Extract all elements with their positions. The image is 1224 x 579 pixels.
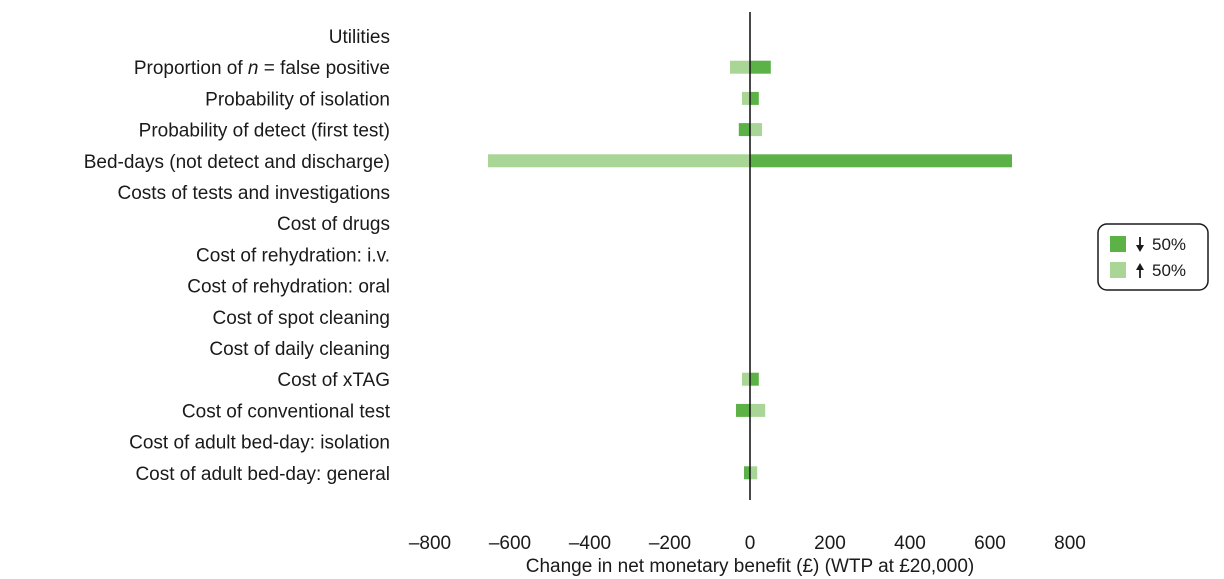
bar-decrease-50 [744, 466, 750, 480]
category-label: Utilities [329, 27, 390, 48]
bar-increase-50 [742, 91, 750, 105]
category-label: Cost of xTAG [277, 370, 390, 391]
bar-decrease-50 [750, 154, 1012, 168]
legend-swatch [1110, 236, 1126, 252]
bars [488, 60, 1012, 480]
bar-increase-50 [488, 154, 750, 168]
bar-increase-50 [750, 123, 762, 137]
x-tick-label: 200 [814, 533, 846, 554]
x-tick-label: –600 [489, 533, 531, 554]
x-tick-label: 0 [745, 533, 756, 554]
category-labels: Utilities Proportion of n = false positiv… [84, 27, 391, 485]
category-label: Probability of isolation [205, 89, 390, 110]
x-tick-label: 600 [974, 533, 1006, 554]
arrow-up-icon [1136, 263, 1144, 278]
legend-box [1097, 223, 1209, 291]
category-label: Costs of tests and investigations [118, 183, 390, 204]
bar-decrease-50 [736, 403, 750, 417]
legend: 50%50% [1097, 223, 1209, 291]
bar-increase-50 [742, 372, 750, 386]
legend-label: 50% [1152, 261, 1186, 280]
x-axis-title: Change in net monetary benefit (£) (WTP … [526, 556, 975, 577]
category-label: Proportion of n = false positive [134, 58, 390, 79]
bar-increase-50 [730, 60, 750, 74]
bar-decrease-50 [738, 123, 750, 137]
x-tick-label: 800 [1054, 533, 1086, 554]
category-label: Cost of drugs [277, 214, 390, 235]
category-label: Probability of detect (first test) [139, 121, 390, 142]
x-tick-label: –200 [649, 533, 691, 554]
x-tick-label: –800 [409, 533, 451, 554]
category-label: Cost of adult bed-day: general [135, 464, 390, 485]
category-label: Cost of adult bed-day: isolation [129, 433, 390, 454]
bar-decrease-50 [750, 60, 771, 74]
bar-increase-50 [750, 466, 758, 480]
legend-swatch [1110, 262, 1126, 278]
category-label: Cost of spot cleaning [213, 308, 390, 329]
x-tick-labels: –800 –600 –400 –200 0 200 400 600 800 [409, 533, 1086, 554]
bar-decrease-50 [750, 372, 759, 386]
category-label: Cost of conventional test [182, 401, 391, 422]
x-tick-label: –400 [569, 533, 611, 554]
category-label: Cost of rehydration: i.v. [196, 245, 390, 266]
arrow-down-icon [1136, 237, 1144, 252]
x-tick-label: 400 [894, 533, 926, 554]
bar-increase-50 [750, 403, 766, 417]
category-label: Bed-days (not detect and discharge) [84, 152, 390, 173]
category-label: Cost of daily cleaning [209, 339, 390, 360]
bar-decrease-50 [750, 91, 759, 105]
legend-label: 50% [1152, 235, 1186, 254]
category-label: Cost of rehydration: oral [187, 277, 390, 298]
